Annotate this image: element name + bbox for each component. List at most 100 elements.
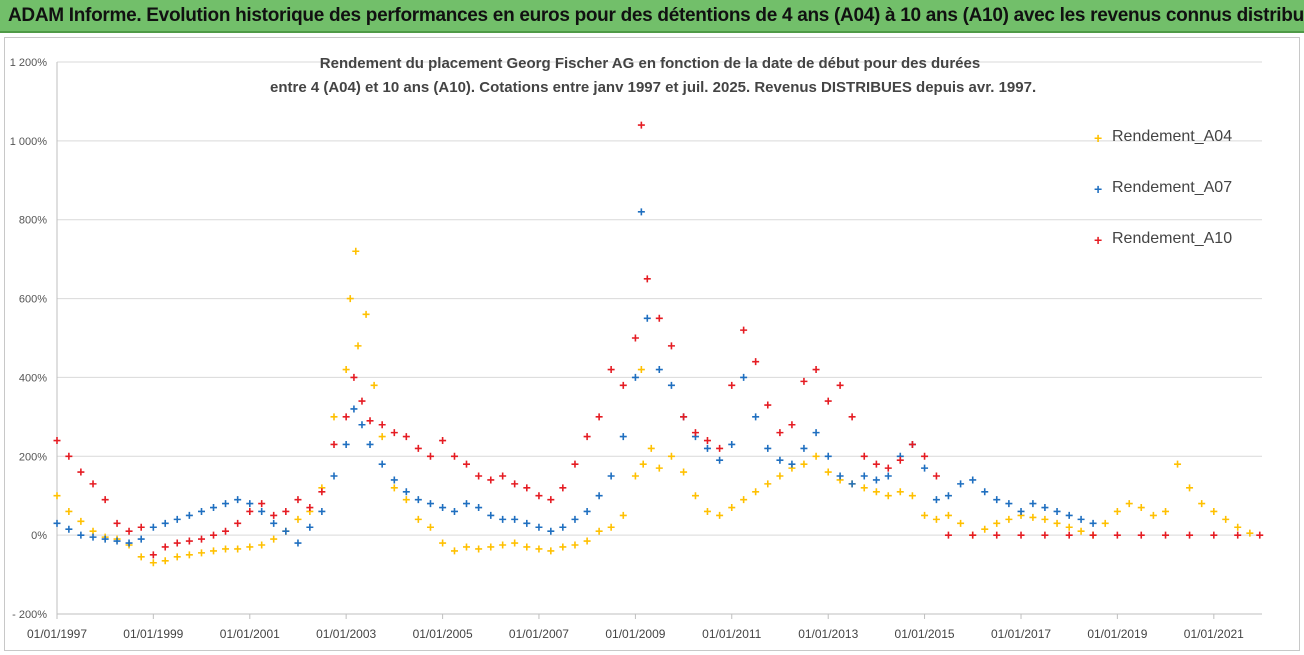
data-point [149,551,157,559]
legend-label-a10: Rendement_A10 [1112,230,1233,247]
data-point [185,511,193,519]
chart-title-line-2: entre 4 (A04) et 10 ans (A10). Cotations… [270,79,1037,96]
data-point [1041,515,1049,523]
data-point [872,460,880,468]
data-point [53,492,61,500]
data-point [378,433,386,441]
data-point [1005,500,1013,508]
y-tick-label: 1 000% [10,136,48,148]
data-point [993,531,1001,539]
data-point [896,456,904,464]
data-point [1041,531,1049,539]
data-point [439,539,447,547]
data-point [547,527,555,535]
series-Rendement_A07 [53,208,1097,547]
data-point [691,429,699,437]
data-point [800,377,808,385]
data-point [246,500,254,508]
data-point [680,468,688,476]
data-point [89,533,97,541]
data-point [370,381,378,389]
data-point [1077,515,1085,523]
data-point [788,460,796,468]
data-point [89,480,97,488]
data-point [330,440,338,448]
data-point [631,373,639,381]
data-point [716,511,724,519]
data-point [342,413,350,421]
data-point [362,310,370,318]
data-point [1053,519,1061,527]
data-point [450,547,458,555]
data-point [728,440,736,448]
header-banner: ADAM Informe. Evolution historique des p… [0,0,1304,33]
data-point [680,413,688,421]
data-point [1113,507,1121,515]
x-tick-label: 01/01/1999 [123,627,183,641]
data-point [1005,515,1013,523]
data-point [350,405,358,413]
data-point [848,413,856,421]
data-point [1246,529,1254,537]
y-tick-label: 400% [19,372,47,384]
legend-label-a07: Rendement_A07 [1112,179,1233,196]
data-point [198,507,206,515]
data-point [1210,531,1218,539]
data-point [619,381,627,389]
data-point [185,551,193,559]
data-point [511,539,519,547]
data-point [125,539,133,547]
data-point [426,523,434,531]
data-point [969,476,977,484]
data-point [932,496,940,504]
y-tick-label: 600% [19,294,47,306]
data-point [161,557,169,565]
data-point [571,515,579,523]
data-point [342,366,350,374]
data-point [1089,531,1097,539]
data-point [358,421,366,429]
data-point [210,504,218,512]
data-point [414,496,422,504]
data-point [800,444,808,452]
data-point [535,492,543,500]
chart-title-line-1: Rendement du placement Georg Fischer AG … [319,55,981,72]
data-point [691,492,699,500]
data-point [559,484,567,492]
data-point [1053,507,1061,515]
legend-marker-a07: + [1094,181,1103,197]
data-point [637,208,645,216]
data-point [607,472,615,480]
data-point [607,366,615,374]
data-point [366,417,374,425]
data-point [222,500,230,508]
data-point [1174,460,1182,468]
data-point [270,511,278,519]
data-point [511,480,519,488]
data-point [173,539,181,547]
data-point [728,381,736,389]
data-point [1162,531,1170,539]
data-point [1137,531,1145,539]
data-point [740,373,748,381]
data-point [1029,513,1037,521]
y-tick-label: 200% [19,451,47,463]
data-point [294,496,302,504]
data-point [812,429,820,437]
series-Rendement_A04 [53,247,1254,567]
data-point [354,342,362,350]
data-point [65,507,73,515]
data-point [860,484,868,492]
data-point [1065,523,1073,531]
data-point [487,543,495,551]
data-point [390,476,398,484]
data-point [350,373,358,381]
data-point [1017,531,1025,539]
data-point [1149,511,1157,519]
data-point [1017,507,1025,515]
data-point [655,314,663,322]
data-point [426,452,434,460]
data-point [1256,531,1264,539]
data-point [667,452,675,460]
